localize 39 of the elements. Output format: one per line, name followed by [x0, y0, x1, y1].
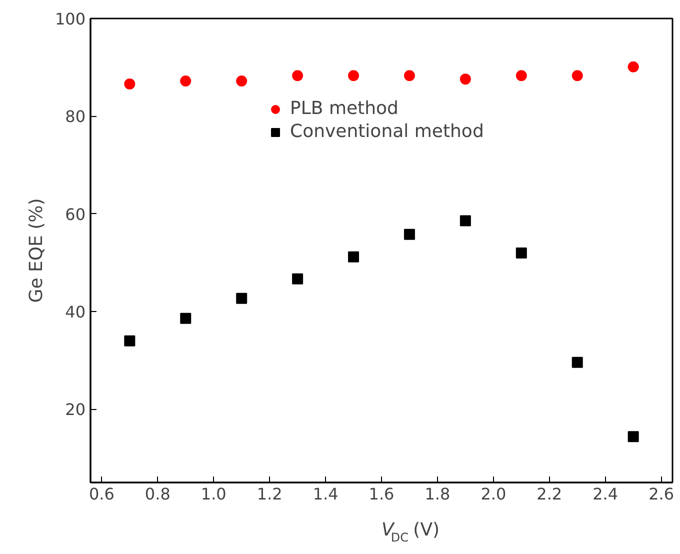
point [348, 70, 360, 82]
point [628, 61, 639, 72]
x-tick-label: 2.2 [536, 484, 562, 504]
point [628, 431, 639, 442]
legend-label: PLB method [290, 98, 398, 119]
legend-label: Conventional method [290, 121, 484, 142]
x-tick-label: 1.4 [312, 484, 338, 504]
point [124, 78, 136, 90]
x-tick-label: 2.4 [592, 484, 618, 504]
point [572, 356, 583, 368]
point [404, 70, 415, 82]
point [236, 292, 248, 304]
y-tick-label: 80 [65, 107, 86, 126]
x-tick-label: 1.2 [256, 484, 282, 504]
y-tick-label: 20 [65, 400, 86, 420]
x-tick-label: 1.6 [368, 484, 394, 504]
point [516, 70, 527, 82]
point [460, 215, 471, 226]
point [404, 228, 415, 240]
y-axis-title: Ge EQE (%) [26, 198, 47, 303]
point [516, 247, 527, 258]
x-tick-label: 1.0 [200, 484, 226, 504]
point [348, 251, 360, 262]
point [180, 76, 192, 87]
x-tick-label: 0.8 [144, 484, 170, 504]
x-tick-label: 2.6 [648, 484, 674, 504]
point [124, 335, 136, 346]
point [460, 74, 471, 85]
y-tick-label: 100 [54, 10, 86, 28]
point [236, 76, 248, 87]
point [292, 273, 304, 284]
x-tick-label: 0.6 [88, 484, 114, 504]
x-tick-label: 1.8 [424, 484, 450, 504]
x-tick-label: 2.0 [480, 484, 506, 504]
y-tick-label: 40 [65, 302, 86, 322]
y-tick-label: 60 [65, 204, 86, 224]
point [572, 70, 583, 82]
point [292, 70, 304, 82]
point [180, 312, 192, 324]
